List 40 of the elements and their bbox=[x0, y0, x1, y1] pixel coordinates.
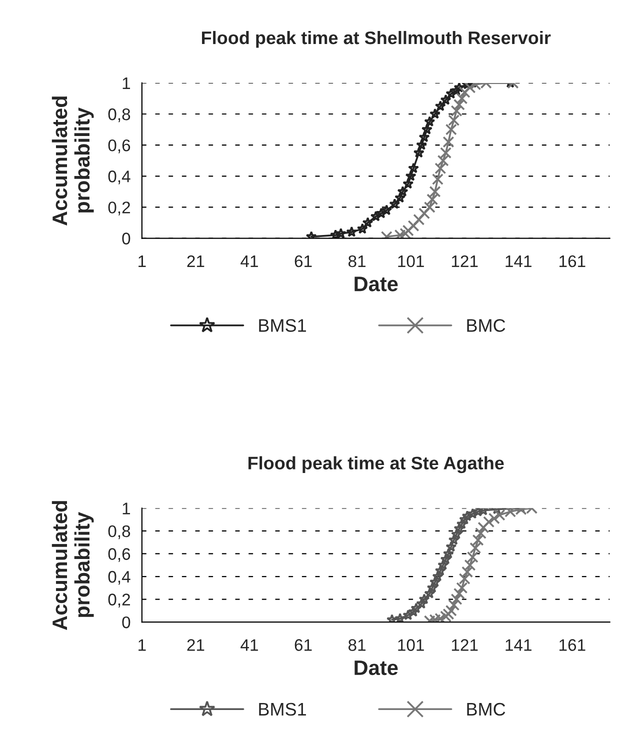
x-tick-label: 61 bbox=[294, 639, 312, 651]
y-tick-label: 0,4 bbox=[108, 570, 130, 585]
legend-label: BMS1 bbox=[259, 702, 306, 716]
y-tick-label: 0,8 bbox=[108, 108, 130, 122]
chart-title: Flood peak time at Shellmouth Reservoir bbox=[202, 30, 551, 48]
x-tick-label: 161 bbox=[560, 639, 586, 651]
x-axis-title: Date bbox=[354, 660, 398, 676]
x-tick-label: 121 bbox=[452, 255, 478, 268]
x-tick-label: 41 bbox=[240, 256, 258, 268]
chart-title: Flood peak time at Ste Agathe bbox=[248, 456, 504, 474]
x-tick-label: 81 bbox=[348, 255, 366, 268]
x-axis-title: Date bbox=[354, 276, 398, 292]
x-tick-label: 161 bbox=[560, 255, 586, 268]
y-tick-label: 0,8 bbox=[108, 525, 130, 540]
x-tick-label: 41 bbox=[240, 639, 258, 651]
x-tick-label: 61 bbox=[294, 255, 312, 268]
y-tick-label: 0 bbox=[122, 232, 130, 244]
x-tick-label: 121 bbox=[452, 639, 478, 651]
legend-label: BMC bbox=[467, 319, 506, 332]
x-tick-label: 21 bbox=[187, 255, 204, 268]
legend-label: BMS1 bbox=[259, 319, 306, 332]
y-tick-label: 0,2 bbox=[108, 202, 130, 216]
y-tick-label: 0,2 bbox=[108, 594, 130, 608]
x-tick-label: 81 bbox=[348, 639, 366, 651]
x-tick-label: 101 bbox=[398, 255, 424, 268]
x-tick-label: 1 bbox=[138, 639, 146, 651]
x-tick-label: 101 bbox=[398, 639, 424, 651]
y-tick-label: 0,6 bbox=[108, 139, 130, 154]
legend-label: BMC bbox=[467, 702, 506, 716]
y-tick-label: 1 bbox=[122, 78, 130, 89]
x-tick-label: 21 bbox=[187, 639, 204, 651]
y-tick-label: 0 bbox=[122, 616, 130, 628]
y-axis-title: Accumulated probability bbox=[52, 96, 94, 226]
x-tick-label: 141 bbox=[506, 256, 532, 268]
y-tick-label: 0,4 bbox=[108, 170, 130, 184]
y-axis-title: Accumulated probability bbox=[52, 501, 94, 630]
y-tick-label: 0,6 bbox=[108, 548, 130, 562]
x-tick-label: 141 bbox=[506, 639, 532, 651]
y-tick-label: 1 bbox=[122, 502, 130, 514]
x-tick-label: 1 bbox=[138, 256, 146, 268]
